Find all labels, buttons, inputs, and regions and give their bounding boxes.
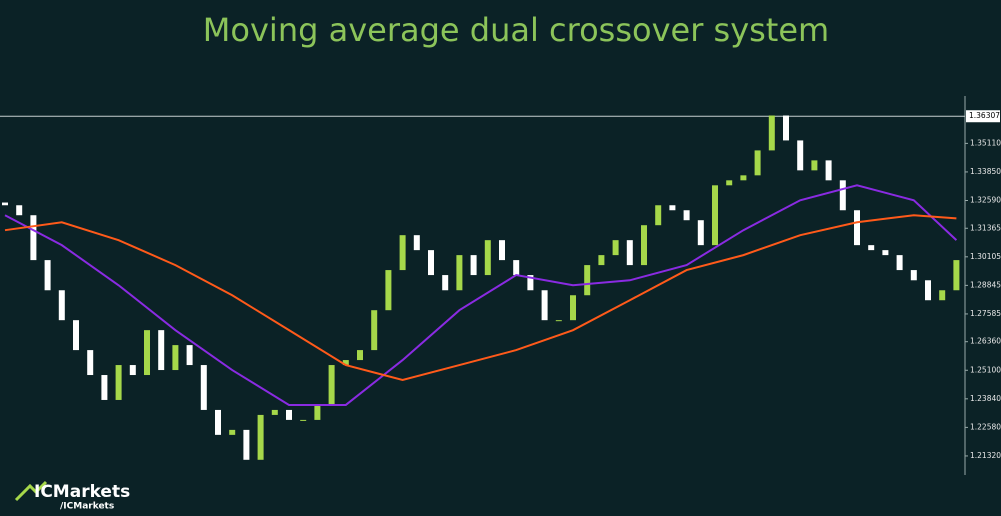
candle-body	[413, 235, 420, 251]
candle-body	[371, 310, 378, 351]
current-price-box	[966, 110, 1000, 123]
candle-body	[896, 255, 903, 271]
candle-body	[144, 330, 150, 376]
candle-body	[158, 330, 165, 371]
y-tick-label: 1.23840	[970, 394, 1001, 403]
candle-body	[257, 414, 264, 460]
moving-average-line	[4, 214, 957, 382]
candle-body	[385, 270, 392, 311]
candle-body	[499, 240, 505, 261]
candle-body	[286, 409, 292, 420]
candle-body	[2, 202, 8, 206]
candle-body	[783, 115, 789, 141]
candle-body	[598, 255, 605, 266]
candle-body	[399, 235, 406, 271]
candle-body	[101, 375, 108, 400]
candle-body	[115, 365, 122, 400]
y-tick-label: 1.25100	[970, 365, 1001, 374]
candle-body	[87, 350, 94, 376]
candle-body	[484, 240, 491, 276]
candle-body	[910, 270, 917, 281]
candle-body	[811, 160, 818, 171]
candle-body	[953, 260, 960, 291]
y-tick-label: 1.27585	[970, 309, 1001, 318]
candle-body	[129, 365, 136, 376]
candle-body	[442, 275, 449, 291]
candle-body	[200, 365, 207, 410]
candle-body	[882, 250, 889, 256]
candle-body	[712, 185, 718, 246]
candle-body	[342, 360, 349, 366]
candle-body	[58, 290, 65, 321]
candle-body	[271, 409, 278, 415]
current-price-label: 1.36307	[969, 111, 1000, 120]
y-tick-label: 1.30105	[970, 252, 1001, 261]
logo-handle: /ICMarkets	[60, 502, 114, 512]
candle-body	[825, 160, 832, 181]
candle-body	[612, 240, 619, 256]
logo-icon	[14, 480, 48, 502]
candle-body	[626, 240, 633, 266]
candle-body	[243, 429, 250, 460]
candle-body	[584, 265, 591, 296]
candle-body	[357, 350, 363, 361]
candle-body	[328, 365, 335, 405]
candle-body	[541, 290, 548, 321]
candle-body	[44, 260, 51, 291]
y-tick-label: 1.32590	[970, 195, 1001, 204]
moving-average-line	[4, 184, 958, 406]
candle-body	[555, 320, 562, 322]
y-tick-label: 1.26360	[970, 337, 1001, 346]
candle-body	[300, 419, 307, 421]
candle-body	[229, 429, 236, 435]
y-tick-label: 1.35110	[970, 138, 1001, 147]
candle-body	[797, 140, 804, 171]
y-tick-label: 1.33850	[970, 167, 1001, 176]
candle-body	[683, 210, 690, 221]
candle-body	[868, 245, 875, 251]
candle-body	[470, 255, 477, 276]
candle-body	[768, 115, 775, 151]
candle-body	[669, 205, 676, 211]
logo-brand: ICMarkets	[34, 482, 130, 502]
y-tick-label: 1.21320	[970, 451, 1001, 460]
candle-body	[925, 280, 931, 301]
candle-body	[215, 409, 221, 435]
candle-body	[16, 205, 23, 216]
candle-body	[655, 205, 662, 226]
y-tick-label: 1.31365	[970, 223, 1001, 232]
chart-title: Moving average dual crossover system	[203, 11, 829, 49]
y-tick-label: 1.28845	[970, 280, 1001, 289]
candle-body	[186, 345, 193, 366]
candle-body	[30, 215, 37, 261]
candle-body	[172, 345, 179, 371]
candle-body	[754, 150, 761, 176]
candle-body	[513, 260, 520, 276]
candle-body	[428, 250, 434, 276]
candle-body	[839, 180, 846, 211]
candle-body	[697, 220, 704, 246]
candle-body	[73, 320, 79, 351]
candle-body	[570, 295, 576, 321]
candle-body	[726, 180, 733, 186]
logo: ICMarkets /ICMarkets	[14, 480, 130, 512]
candle-body	[314, 404, 321, 420]
candle-body	[456, 255, 463, 291]
candle-body	[641, 225, 647, 266]
candle-body	[740, 175, 747, 181]
candle-body	[527, 275, 534, 291]
y-tick-label: 1.22580	[970, 422, 1001, 431]
candle-body	[854, 210, 860, 246]
candle-body	[939, 290, 946, 301]
